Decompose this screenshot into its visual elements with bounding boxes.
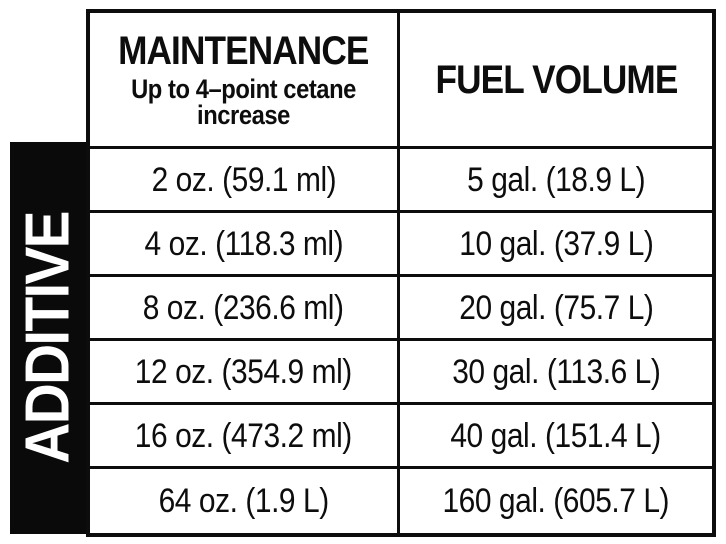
additive-amount: 64 oz. (1.9 L)	[158, 482, 329, 520]
table-row-4-fuel-cell: 30 gal. (113.6 L)	[400, 341, 712, 405]
maintenance-title: MAINTENANCE	[118, 28, 369, 73]
table-row-6-fuel-cell: 160 gal. (605.7 L)	[400, 469, 712, 533]
table-row-1-fuel-cell: 5 gal. (18.9 L)	[400, 149, 712, 213]
table-row-2-fuel-cell: 10 gal. (37.9 L)	[400, 213, 712, 277]
additive-side-banner: ADDITIVE	[10, 142, 87, 534]
fuel-amount: 5 gal. (18.9 L)	[466, 160, 646, 199]
fuel-amount: 10 gal. (37.9 L)	[458, 224, 654, 263]
fuel-amount: 30 gal. (113.6 L)	[451, 352, 661, 391]
fuel-volume-header-cell: FUEL VOLUME	[400, 13, 712, 149]
additive-banner-label: ADDITIVE	[13, 212, 83, 464]
fuel-amount: 160 gal. (605.7 L)	[442, 482, 670, 520]
table-row-1-additive-cell: 2 oz. (59.1 ml)	[90, 149, 400, 213]
table-row-5-fuel-cell: 40 gal. (151.4 L)	[400, 405, 712, 469]
additive-amount: 12 oz. (354.9 ml)	[134, 352, 353, 391]
table-row-3-fuel-cell: 20 gal. (75.7 L)	[400, 277, 712, 341]
additive-amount: 16 oz. (473.2 ml)	[134, 416, 353, 455]
additive-amount: 4 oz. (118.3 ml)	[144, 224, 343, 263]
fuel-amount: 20 gal. (75.7 L)	[458, 288, 654, 327]
additive-amount: 8 oz. (236.6 ml)	[143, 288, 344, 327]
table-row-5-additive-cell: 16 oz. (473.2 ml)	[90, 405, 400, 469]
additive-amount: 2 oz. (59.1 ml)	[151, 160, 336, 199]
table-row-6-additive-cell: 64 oz. (1.9 L)	[90, 469, 400, 533]
table-row-3-additive-cell: 8 oz. (236.6 ml)	[90, 277, 400, 341]
fuel-volume-title: FUEL VOLUME	[435, 57, 678, 102]
maintenance-subtitle: Up to 4–point cetane increase	[131, 73, 356, 130]
maintenance-header-cell: MAINTENANCE Up to 4–point cetane increas…	[90, 13, 400, 149]
table-row-4-additive-cell: 12 oz. (354.9 ml)	[90, 341, 400, 405]
table-row-2-additive-cell: 4 oz. (118.3 ml)	[90, 213, 400, 277]
fuel-amount: 40 gal. (151.4 L)	[450, 416, 662, 455]
dosage-table: MAINTENANCE Up to 4–point cetane increas…	[86, 9, 716, 537]
